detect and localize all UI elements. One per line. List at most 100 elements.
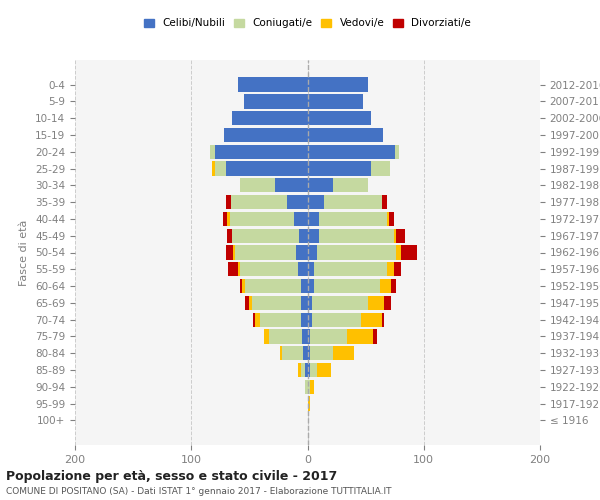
Bar	[317, 363, 331, 377]
Bar	[308, 296, 312, 310]
Bar	[389, 212, 394, 226]
Bar	[386, 262, 394, 276]
Legend: Celibi/Nubili, Coniugati/e, Vedovi/e, Divorziati/e: Celibi/Nubili, Coniugati/e, Vedovi/e, Di…	[140, 15, 475, 32]
Bar	[308, 162, 371, 175]
Bar	[227, 228, 232, 243]
Bar	[333, 178, 368, 192]
Bar	[223, 212, 227, 226]
Bar	[305, 363, 308, 377]
Bar	[282, 346, 303, 360]
Bar	[319, 228, 394, 243]
Bar	[287, 195, 308, 210]
Bar	[252, 296, 301, 310]
Bar	[308, 262, 314, 276]
Bar	[310, 380, 314, 394]
Bar	[230, 212, 293, 226]
Bar	[382, 312, 384, 327]
Bar	[212, 162, 215, 175]
Bar	[245, 279, 301, 293]
Bar	[240, 178, 275, 192]
Bar	[226, 246, 233, 260]
Bar	[240, 279, 242, 293]
Bar	[269, 330, 302, 344]
Bar	[302, 330, 308, 344]
Bar	[301, 279, 308, 293]
Bar	[233, 246, 235, 260]
Bar	[226, 162, 308, 175]
Bar	[308, 195, 324, 210]
Bar	[235, 246, 296, 260]
Bar	[308, 330, 310, 344]
Bar	[361, 312, 382, 327]
Bar	[308, 246, 317, 260]
Bar	[317, 246, 396, 260]
Bar	[232, 228, 299, 243]
Text: Popolazione per età, sesso e stato civile - 2017: Popolazione per età, sesso e stato civil…	[6, 470, 337, 483]
Bar	[242, 279, 245, 293]
Bar	[293, 212, 308, 226]
Bar	[275, 178, 308, 192]
Bar	[308, 363, 310, 377]
Bar	[240, 262, 298, 276]
Bar	[232, 111, 308, 126]
Bar	[215, 162, 226, 175]
Bar	[244, 94, 308, 108]
Bar	[308, 111, 371, 126]
Bar	[301, 312, 308, 327]
Bar	[224, 128, 308, 142]
Bar	[308, 380, 310, 394]
Bar	[312, 296, 368, 310]
Bar	[226, 195, 231, 210]
Bar	[308, 128, 383, 142]
Bar	[394, 228, 396, 243]
Bar	[227, 212, 230, 226]
Bar	[301, 363, 305, 377]
Bar	[299, 228, 308, 243]
Bar	[308, 178, 333, 192]
Bar	[301, 296, 308, 310]
Bar	[308, 228, 319, 243]
Bar	[308, 396, 310, 410]
Bar	[280, 346, 282, 360]
Bar	[312, 312, 361, 327]
Bar	[386, 212, 389, 226]
Bar	[245, 296, 250, 310]
Bar	[260, 312, 301, 327]
Bar	[319, 212, 386, 226]
Bar	[394, 262, 401, 276]
Bar	[229, 262, 238, 276]
Bar	[324, 195, 382, 210]
Bar	[310, 346, 333, 360]
Bar	[310, 330, 347, 344]
Bar	[401, 246, 417, 260]
Bar	[347, 330, 373, 344]
Bar	[253, 312, 255, 327]
Bar	[298, 262, 308, 276]
Bar	[265, 330, 269, 344]
Text: COMUNE DI POSITANO (SA) - Dati ISTAT 1° gennaio 2017 - Elaborazione TUTTITALIA.I: COMUNE DI POSITANO (SA) - Dati ISTAT 1° …	[6, 488, 392, 496]
Bar	[298, 363, 301, 377]
Bar	[314, 262, 386, 276]
Bar	[310, 363, 317, 377]
Bar	[396, 246, 401, 260]
Bar	[308, 279, 314, 293]
Bar	[395, 144, 400, 159]
Bar	[380, 279, 391, 293]
Bar	[382, 195, 386, 210]
Bar	[308, 212, 319, 226]
Bar	[396, 228, 405, 243]
Bar	[314, 279, 380, 293]
Bar	[303, 346, 308, 360]
Bar	[333, 346, 354, 360]
Bar	[308, 144, 395, 159]
Y-axis label: Fasce di età: Fasce di età	[19, 220, 29, 286]
Bar	[308, 312, 312, 327]
Bar	[308, 346, 310, 360]
Bar	[250, 296, 252, 310]
Bar	[371, 162, 390, 175]
Bar	[308, 78, 368, 92]
Bar	[305, 380, 308, 394]
Bar	[210, 144, 215, 159]
Bar	[238, 262, 240, 276]
Bar	[391, 279, 396, 293]
